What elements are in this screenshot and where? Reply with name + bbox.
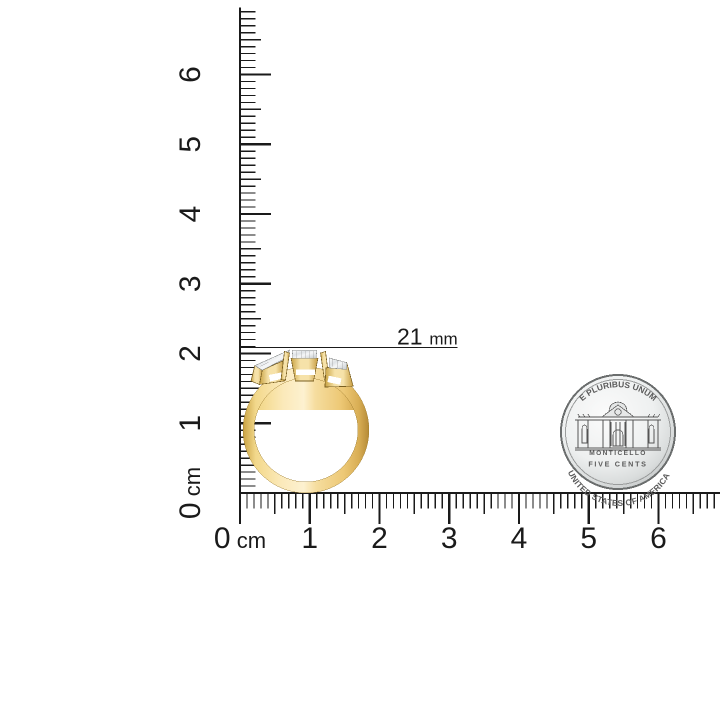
svg-text:1: 1: [174, 415, 207, 432]
svg-text:4: 4: [511, 522, 528, 555]
svg-text:21 mm: 21 mm: [397, 324, 458, 350]
svg-text:FIVE CENTS: FIVE CENTS: [588, 460, 647, 469]
svg-text:6: 6: [650, 522, 667, 555]
svg-text:4: 4: [174, 206, 207, 223]
svg-text:3: 3: [174, 275, 207, 292]
svg-text:3: 3: [441, 522, 458, 555]
svg-text:6: 6: [174, 66, 207, 83]
svg-text:5: 5: [580, 522, 597, 555]
svg-text:2: 2: [174, 345, 207, 362]
svg-text:5: 5: [174, 136, 207, 153]
svg-text:0 cm: 0 cm: [174, 467, 207, 519]
svg-text:0 cm: 0 cm: [214, 522, 266, 555]
svg-text:2: 2: [371, 522, 388, 555]
svg-text:1: 1: [301, 522, 318, 555]
svg-text:MONTICELLO: MONTICELLO: [589, 450, 647, 457]
